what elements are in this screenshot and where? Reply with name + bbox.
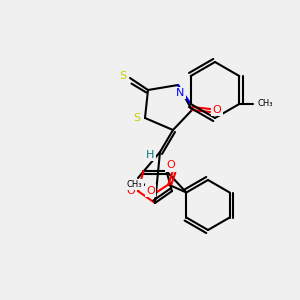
Text: CH₃: CH₃ bbox=[257, 100, 273, 109]
Text: O: O bbox=[213, 105, 221, 115]
Text: O: O bbox=[146, 185, 155, 196]
Text: N: N bbox=[176, 88, 184, 98]
Text: O: O bbox=[166, 160, 175, 170]
Text: CH₃: CH₃ bbox=[127, 180, 142, 189]
Text: S: S bbox=[119, 71, 127, 81]
Text: S: S bbox=[134, 113, 141, 123]
Text: H: H bbox=[146, 150, 154, 160]
Text: O: O bbox=[127, 186, 136, 196]
